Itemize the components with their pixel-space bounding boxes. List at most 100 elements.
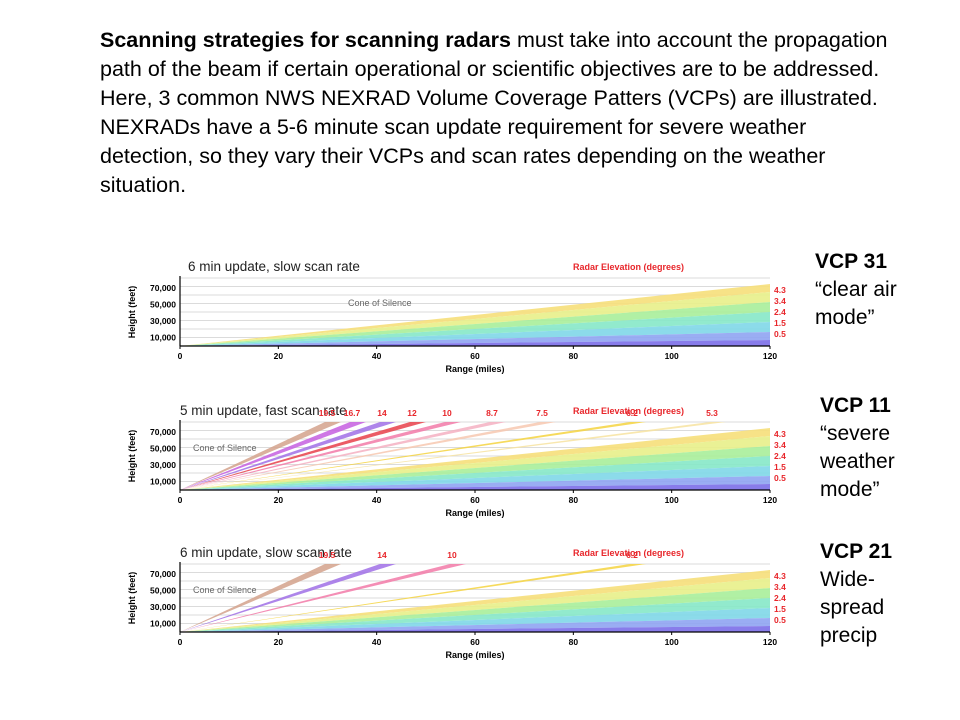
panel-2-chart: Radar Elevation (degrees) 19.5 16.7 14 12 10 8… [120,402,800,542]
x-tick-label: 60 [470,351,480,361]
beam-band [180,578,770,632]
steep-beam [180,422,341,490]
y-tick-label: 30,000 [150,316,176,326]
x-tick-label: 40 [372,495,382,505]
x-tick-label: 0 [178,637,183,647]
beam-band [180,456,770,490]
top-elevation-label: 6.2 [626,550,638,560]
top-elevation-label: 16.7 [344,408,361,418]
steep-beam [180,564,646,632]
x-tick-label: 120 [763,351,777,361]
panel-3-svg: Radar Elevation (degrees) 19.5 14 10 6.2 Cone… [127,548,786,660]
beam-band [180,428,770,490]
x-tick-label: 100 [665,637,679,647]
y-tick-label: 50,000 [150,586,176,596]
beam-band [180,484,770,490]
x-tick-label: 80 [569,351,579,361]
top-elevation-label: 6.2 [626,408,638,418]
intro-body: must take into account the propagation p… [100,28,888,197]
right-elevation-label: 3.4 [774,296,786,306]
panel-1-svg: Radar Elevation (degrees) Cone of Silence… [127,262,786,374]
beam-band [180,292,770,346]
right-elevation-label: 1.5 [774,462,786,472]
steep-beam [180,564,396,632]
right-elevation-label: 0.5 [774,473,786,483]
right-elevation-label: 0.5 [774,615,786,625]
x-tick-label: 20 [274,637,284,647]
panel-1-chart: Radar Elevation (degrees) Cone of Silence… [120,258,800,398]
beam-band [180,436,770,490]
vcp-11-desc: “severe weather mode” [820,422,895,501]
y-tick-label: 10,000 [150,477,176,487]
cone-of-silence-label: Cone of Silence [348,298,412,308]
beam-band [180,476,770,490]
steep-beam [180,422,461,490]
x-axis-label: Range (miles) [445,364,504,374]
right-elevation-label: 3.4 [774,440,786,450]
right-elevation-label: 0.5 [774,329,786,339]
x-tick-label: 60 [470,637,480,647]
x-tick-label: 20 [274,495,284,505]
steep-beam [180,422,506,490]
y-tick-label: 70,000 [150,569,176,579]
right-elevation-label: 4.3 [774,429,786,439]
top-elevation-label: 19.5 [319,550,336,560]
x-tick-label: 60 [470,495,480,505]
beam-band [180,618,770,632]
y-tick-label: 30,000 [150,602,176,612]
vcp-11-name: VCP 11 [820,394,891,417]
steep-beam [180,422,426,490]
x-axis-label: Range (miles) [445,508,504,518]
right-elevation-label: 2.4 [774,451,786,461]
top-elevation-label: 14 [377,550,387,560]
y-axis-label: Height (feet) [127,430,137,483]
steep-beam [180,422,396,490]
elevation-title: Radar Elevation (degrees) [573,548,684,558]
right-elevation-label: 2.4 [774,593,786,603]
beam-band [180,332,770,346]
right-elevation-label: 4.3 [774,571,786,581]
beam-band [180,312,770,346]
beam-band [180,340,770,346]
beam-band [180,302,770,346]
steep-beam [180,422,726,490]
panel-1-caption: 6 min update, slow scan rate [188,259,360,274]
right-elevation-label: 1.5 [774,604,786,614]
x-tick-label: 0 [178,495,183,505]
panel-3-chart: Radar Elevation (degrees) 19.5 14 10 6.2 Cone… [120,544,800,684]
y-tick-label: 50,000 [150,444,176,454]
intro-bold-lead: Scanning strategies for scanning radars [100,28,512,52]
y-tick-label: 50,000 [150,300,176,310]
steep-beam [180,422,366,490]
top-elevation-label: 19.5 [319,408,336,418]
panel-2-svg: Radar Elevation (degrees) 19.5 16.7 14 12 10 8… [127,406,786,518]
vcp-31-name: VCP 31 [815,250,887,273]
y-tick-label: 30,000 [150,460,176,470]
top-elevation-label: 8.7 [486,408,498,418]
beam-band [180,446,770,490]
panel-2-caption: 5 min update, fast scan rate [180,403,347,418]
panel-1-vcp: VCP 31 “clear air mode” [815,248,925,332]
beam-band [180,626,770,632]
y-tick-label: 70,000 [150,427,176,437]
beam-band [180,284,770,346]
elevation-title: Radar Elevation (degrees) [573,262,684,272]
cone-of-silence-label: Cone of Silence [193,443,257,453]
x-axis-label: Range (miles) [445,650,504,660]
beam-band [180,598,770,632]
x-tick-label: 100 [665,351,679,361]
top-elevation-label: 5.3 [706,408,718,418]
cone-of-silence-label: Cone of Silence [193,585,257,595]
top-elevation-label: 12 [407,408,417,418]
x-tick-label: 120 [763,495,777,505]
steep-beam [180,422,646,490]
top-elevation-label: 7.5 [536,408,548,418]
x-tick-label: 0 [178,351,183,361]
vcp-21-name: VCP 21 [820,540,892,563]
steep-beam [180,564,466,632]
y-tick-label: 70,000 [150,283,176,293]
beam-band [180,588,770,632]
x-tick-label: 80 [569,637,579,647]
x-tick-label: 100 [665,495,679,505]
steep-beam [180,564,341,632]
